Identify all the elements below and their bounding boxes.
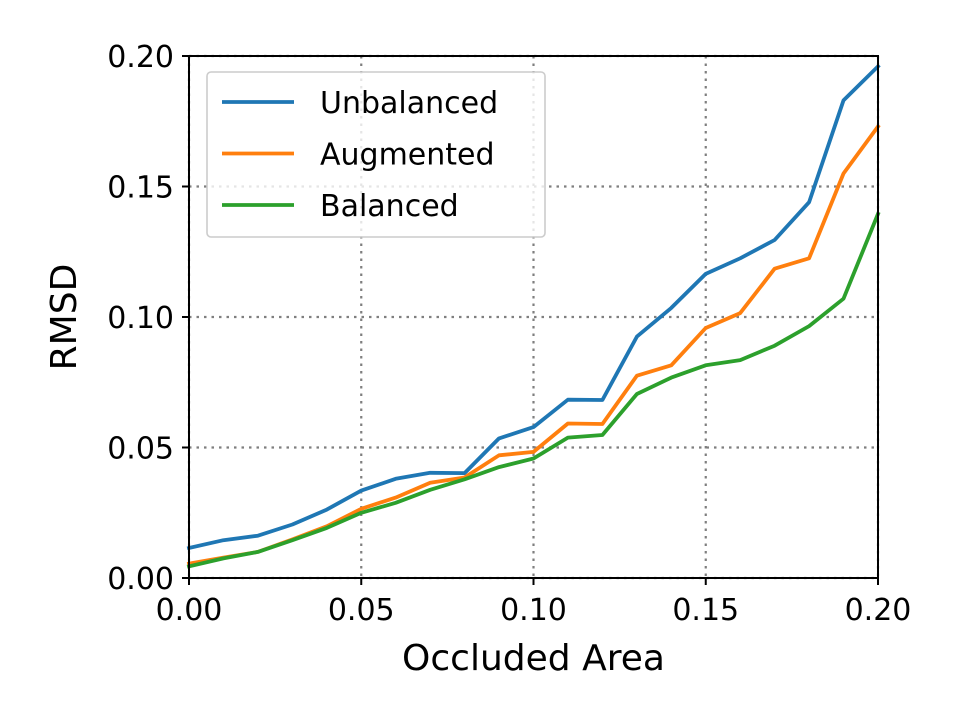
- y-tick-label: 0.15: [107, 171, 174, 206]
- x-tick-label: 0.15: [672, 593, 739, 628]
- y-axis-label: RMSD: [44, 264, 85, 371]
- legend: Unbalanced Augmented Balanced: [207, 72, 545, 237]
- x-axis-label: Occluded Area: [402, 638, 665, 679]
- legend-label-augmented: Augmented: [320, 138, 495, 173]
- x-tick-label: 0.10: [500, 593, 567, 628]
- x-tick-label: 0.00: [156, 593, 223, 628]
- x-tick-label: 0.05: [328, 593, 395, 628]
- legend-label-balanced: Balanced: [320, 189, 459, 224]
- y-tick-label: 0.00: [107, 562, 174, 597]
- y-tick-label: 0.05: [107, 432, 174, 467]
- y-tick-label: 0.20: [107, 40, 174, 75]
- y-tick-label: 0.10: [107, 301, 174, 336]
- legend-label-unbalanced: Unbalanced: [320, 86, 498, 121]
- x-tick-label: 0.20: [845, 593, 912, 628]
